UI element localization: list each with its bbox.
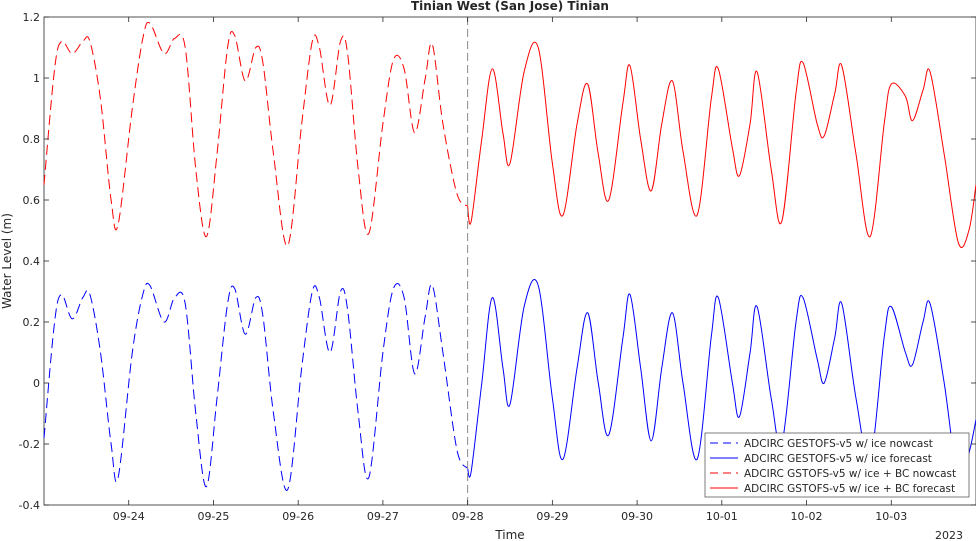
- y-axis-label: Water Level (m): [0, 213, 14, 309]
- x-axis-ticks: 09-24 09-25 09-26 09-27 09-28 09-29 09-30 10-01…: [113, 17, 907, 523]
- x-axis-label: Time: [494, 528, 524, 541]
- x-tick-label: 10-02: [791, 510, 823, 523]
- legend-label-1: ADCIRC GESTOFS-v5 w/ ice nowcast: [744, 438, 933, 450]
- legend: ADCIRC GESTOFS-v5 w/ ice nowcast ADCIRC G…: [704, 432, 970, 498]
- legend-box: [704, 432, 970, 498]
- x-tick-label: 09-24: [113, 510, 145, 523]
- x-tick-label: 09-29: [536, 510, 568, 523]
- series-line-4: [467, 41, 976, 249]
- y-axis-ticks: -0.4 -0.2 0 0.2 0.4 0.6 0.8 1 1.2: [19, 11, 976, 512]
- year-label: 2023: [935, 529, 963, 541]
- x-tick-label: 09-25: [197, 510, 229, 523]
- legend-label-3: ADCIRC GSTOFS-v5 w/ ice + BC nowcast: [744, 468, 956, 480]
- x-tick-label: 09-26: [282, 510, 314, 523]
- y-tick-label: 0.8: [23, 133, 41, 146]
- y-tick-label: 1.2: [23, 11, 41, 24]
- axes-frame: [43, 16, 976, 506]
- series-line-2: [467, 278, 976, 484]
- series-layer: [43, 21, 976, 491]
- x-tick-label: 09-28: [452, 510, 484, 523]
- y-tick-label: 0.6: [23, 194, 41, 207]
- y-tick-label: -0.2: [19, 438, 40, 451]
- x-tick-label: 10-01: [706, 510, 738, 523]
- y-tick-label: 0: [33, 377, 40, 390]
- x-tick-label: 10-03: [875, 510, 907, 523]
- y-tick-label: 0.2: [23, 316, 41, 329]
- legend-label-2: ADCIRC GESTOFS-v5 w/ ice forecast: [744, 453, 932, 465]
- chart-title: Tinian West (San Jose) Tinian: [411, 0, 609, 13]
- y-tick-label: -0.4: [19, 499, 40, 512]
- legend-label-4: ADCIRC GSTOFS-v5 w/ ice + BC forecast: [744, 483, 955, 495]
- y-tick-label: 1: [33, 72, 40, 85]
- series-line-1: [43, 282, 469, 491]
- x-tick-label: 09-30: [621, 510, 653, 523]
- series-line-3: [43, 21, 468, 247]
- plot-area: -0.4-0.200.20.40.60.811.2 09-24 09-25 09-2…: [19, 11, 976, 523]
- y-tick-label: 0.4: [23, 255, 41, 268]
- x-tick-label: 09-27: [367, 510, 399, 523]
